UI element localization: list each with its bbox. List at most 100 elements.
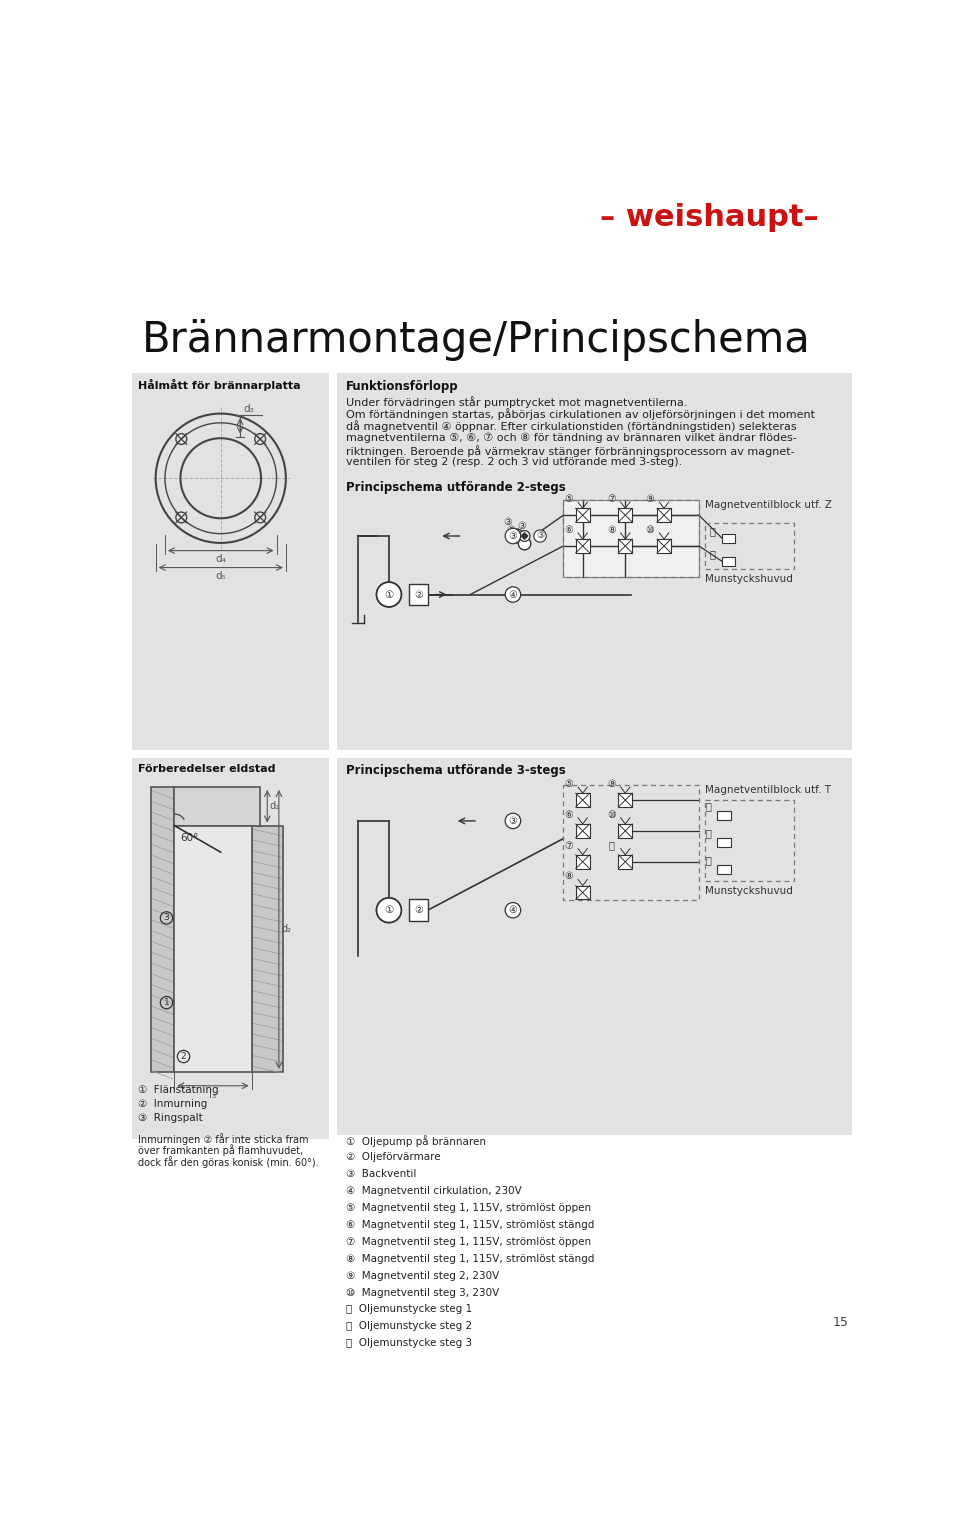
Circle shape: [376, 898, 401, 923]
Text: Brännarmontage/Principschema: Brännarmontage/Principschema: [142, 318, 810, 361]
Circle shape: [376, 582, 401, 608]
Circle shape: [505, 903, 520, 918]
Text: ⑥: ⑥: [564, 809, 573, 820]
Bar: [151, 786, 175, 1073]
Bar: [706, 800, 794, 880]
Text: ⑦  Magnetventil steg 1, 115V, strömlöst öppen: ⑦ Magnetventil steg 1, 115V, strömlöst ö…: [347, 1236, 591, 1247]
Text: ⑩: ⑩: [646, 524, 655, 535]
Text: ⑦: ⑦: [607, 494, 615, 504]
Bar: [717, 838, 731, 847]
Text: ⑬  Oljemunstycke steg 3: ⑬ Oljemunstycke steg 3: [347, 1338, 472, 1348]
Circle shape: [505, 814, 520, 829]
Polygon shape: [521, 533, 528, 539]
Text: ①  Oljepump på brännaren: ① Oljepump på brännaren: [347, 1135, 487, 1147]
Bar: [657, 508, 671, 523]
Bar: [618, 508, 633, 523]
Text: Munstyckshuvud: Munstyckshuvud: [706, 574, 793, 583]
Text: 60°: 60°: [180, 833, 199, 844]
Text: ⑦: ⑦: [564, 841, 573, 850]
Bar: [618, 539, 633, 553]
Text: ⑧: ⑧: [564, 871, 573, 882]
Bar: [564, 785, 699, 900]
Circle shape: [510, 529, 524, 542]
Bar: [657, 539, 671, 553]
Text: ③: ③: [503, 517, 512, 527]
Bar: [576, 508, 589, 523]
Text: 1: 1: [163, 998, 169, 1007]
Text: ⑫: ⑫: [710, 548, 716, 559]
Circle shape: [505, 586, 520, 603]
Bar: [564, 500, 699, 577]
Bar: [717, 811, 731, 820]
Text: Magnetventilblock utf. Z: Magnetventilblock utf. Z: [706, 500, 832, 511]
Circle shape: [519, 530, 530, 541]
Bar: [618, 854, 633, 868]
Text: då magnetventil ④ öppnar. Efter cirkulationstiden (förtändningstiden) selekteras: då magnetventil ④ öppnar. Efter cirkulat…: [347, 421, 797, 432]
Text: – weishaupt–: – weishaupt–: [601, 203, 819, 232]
Text: 15: 15: [832, 1317, 849, 1329]
Text: dock får den göras konisk (min. 60°).: dock får den göras konisk (min. 60°).: [138, 1156, 319, 1168]
Text: ③: ③: [513, 530, 521, 541]
Text: ⑨: ⑨: [607, 779, 615, 789]
Text: Principschema utförande 2-stegs: Principschema utförande 2-stegs: [347, 480, 566, 494]
Bar: [409, 900, 427, 921]
Text: ②: ②: [414, 906, 422, 915]
Bar: [132, 373, 329, 750]
Bar: [618, 794, 633, 807]
Bar: [175, 826, 252, 1073]
Text: ⑫  Oljemunstycke steg 2: ⑫ Oljemunstycke steg 2: [347, 1321, 472, 1332]
Bar: [576, 539, 589, 553]
Circle shape: [376, 582, 401, 608]
Bar: [576, 886, 589, 900]
Bar: [564, 500, 699, 577]
Bar: [576, 854, 589, 868]
Text: ③: ③: [536, 532, 544, 541]
Bar: [132, 758, 329, 1139]
Bar: [717, 865, 731, 874]
Text: ⑪: ⑪: [710, 526, 716, 536]
Text: d₃: d₃: [243, 405, 254, 414]
Text: ventilen för steg 2 (resp. 2 och 3 vid utförande med 3-steg).: ventilen för steg 2 (resp. 2 och 3 vid u…: [347, 458, 683, 468]
Text: ⑪: ⑪: [706, 801, 711, 812]
Text: Förberedelser eldstad: Förberedelser eldstad: [138, 764, 276, 774]
Text: Principschema utförande 3-stegs: Principschema utförande 3-stegs: [347, 764, 566, 777]
Text: ③  Backventil: ③ Backventil: [347, 1170, 417, 1179]
Text: ⑥: ⑥: [564, 524, 573, 535]
Text: l₃: l₃: [209, 1089, 217, 1100]
Text: ②  Inmurning: ② Inmurning: [138, 1098, 207, 1109]
Text: ⑨  Magnetventil steg 2, 230V: ⑨ Magnetventil steg 2, 230V: [347, 1271, 499, 1280]
Text: ②  Oljeförvärmare: ② Oljeförvärmare: [347, 1151, 441, 1162]
Text: Inmurningen ② får inte sticka fram: Inmurningen ② får inte sticka fram: [138, 1133, 308, 1145]
Text: Munstyckshuvud: Munstyckshuvud: [706, 886, 793, 895]
Bar: [722, 558, 734, 567]
Text: ⑤  Magnetventil steg 1, 115V, strömlöst öppen: ⑤ Magnetventil steg 1, 115V, strömlöst ö…: [347, 1203, 591, 1214]
Bar: [722, 533, 734, 542]
Text: Under förvädringen står pumptrycket mot magnetventilerna.: Under förvädringen står pumptrycket mot …: [347, 395, 687, 408]
Text: ①: ①: [384, 589, 394, 600]
Text: Om förtändningen startas, påbörjas cirkulationen av oljeförsörjningen i det mome: Om förtändningen startas, påbörjas cirku…: [347, 408, 815, 420]
Text: ⑧  Magnetventil steg 1, 115V, strömlöst stängd: ⑧ Magnetventil steg 1, 115V, strömlöst s…: [347, 1253, 594, 1264]
Text: ⑨: ⑨: [646, 494, 655, 504]
Bar: [409, 583, 427, 606]
Text: ⑩  Magnetventil steg 3, 230V: ⑩ Magnetventil steg 3, 230V: [347, 1288, 499, 1297]
Bar: [252, 826, 283, 1073]
Text: 2: 2: [180, 1051, 186, 1060]
Text: ③: ③: [509, 817, 517, 826]
Text: d₁: d₁: [270, 801, 279, 811]
Text: Magnetventilblock utf. T: Magnetventilblock utf. T: [706, 785, 831, 795]
Text: ⑪: ⑪: [609, 841, 614, 850]
Text: d₄: d₄: [215, 553, 227, 564]
Text: magnetventilerna ⑤, ⑥, ⑦ och ⑧ för tändning av brännaren vilket ändrar flödes-: magnetventilerna ⑤, ⑥, ⑦ och ⑧ för tändn…: [347, 433, 797, 444]
Text: ④: ④: [509, 589, 517, 600]
Bar: [618, 824, 633, 838]
Text: ③  Ringspalt: ③ Ringspalt: [138, 1112, 203, 1123]
Text: ⑬: ⑬: [706, 856, 711, 865]
Circle shape: [534, 530, 546, 542]
Text: riktningen. Beroende på värmekrav stänger förbränningsprocessorn av magnet-: riktningen. Beroende på värmekrav stänge…: [347, 445, 795, 458]
Text: ③: ③: [506, 524, 515, 535]
Text: ③: ③: [517, 521, 526, 530]
Text: ⑫: ⑫: [706, 829, 711, 839]
Bar: [337, 373, 852, 750]
Text: 3: 3: [163, 914, 169, 923]
Text: ①  Flänstätning: ① Flänstätning: [138, 1085, 219, 1095]
